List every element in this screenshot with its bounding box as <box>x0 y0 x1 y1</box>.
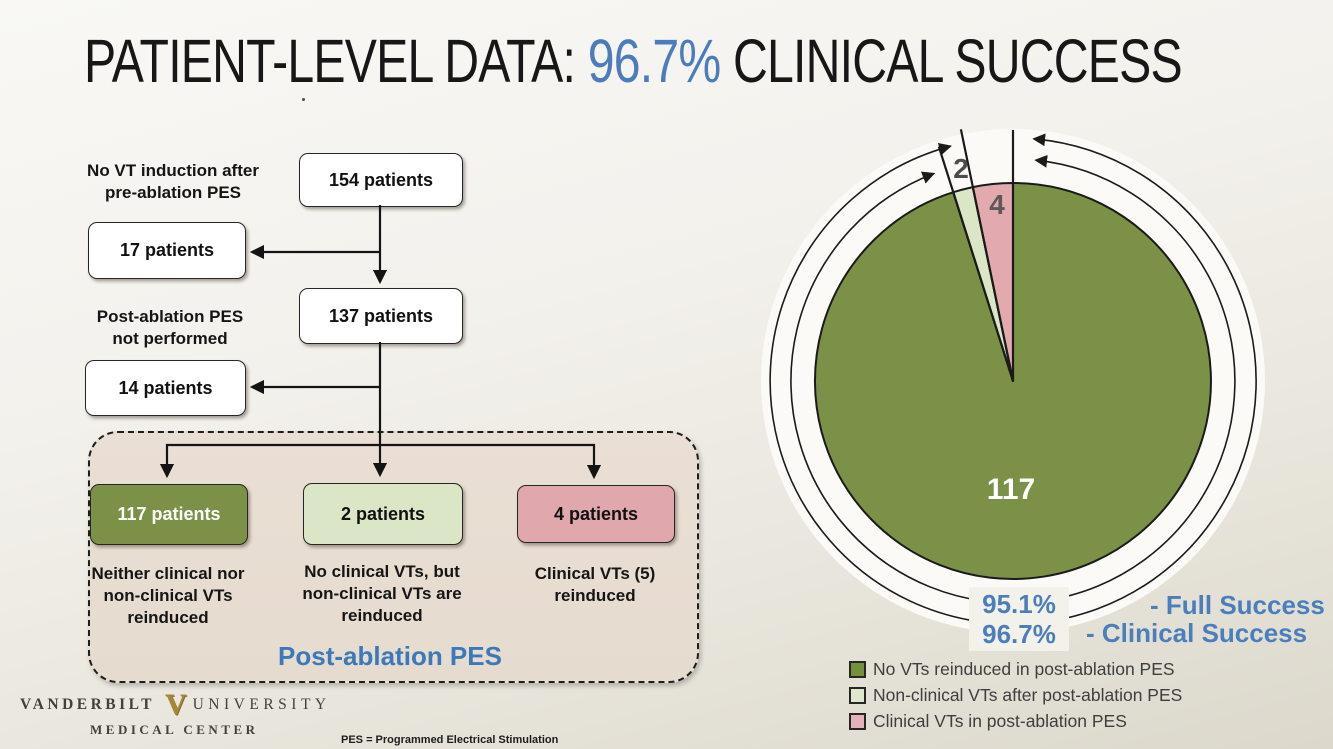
desc-line: Neither clinical nor <box>91 564 245 583</box>
logo-word-university: UNIVERSITY <box>192 696 331 713</box>
arc-full-success-95 <box>790 155 1236 604</box>
legend-item-clinical-vts: Clinical VTs in post-ablation PES <box>849 711 1182 732</box>
full-success-pct: 95.1% <box>982 589 1056 619</box>
node-137-patients: 137 patients <box>299 288 463 344</box>
legend-item-nonclinical-vts: Non-clinical VTs after post-ablation PES <box>849 685 1182 706</box>
node-154-patients: 154 patients <box>299 153 463 207</box>
legend-swatch-lightgreen <box>849 687 866 704</box>
pie-wedges <box>814 181 1212 580</box>
pie-chart <box>761 129 1265 633</box>
title-highlight-percent: 96.7% <box>587 27 721 95</box>
legend-label: Non-clinical VTs after post-ablation PES <box>873 685 1183 705</box>
desc-line: reinduced <box>127 608 209 627</box>
clinical-success-label: - Clinical Success <box>1086 618 1308 648</box>
success-percentages: 95.1% 96.7% <box>969 587 1069 651</box>
node-2-patients: 2 patients <box>303 483 463 545</box>
desc-line: No clinical VTs, but <box>304 562 460 581</box>
stray-dot <box>302 98 305 101</box>
label-postablation-not-performed: Post-ablation PES not performed <box>80 306 260 350</box>
pie-slice-0 <box>814 182 1212 580</box>
clinical-success-pct: 96.7% <box>982 619 1056 649</box>
desc-line: non-clinical VTs are <box>302 584 462 603</box>
desc-line: reinduced <box>341 606 423 625</box>
legend-swatch-pink <box>849 713 866 730</box>
title-suffix: CLINICAL SUCCESS <box>720 27 1183 95</box>
page-title: PATIENT-LEVEL DATA: 96.7% CLINICAL SUCCE… <box>84 26 1183 96</box>
legend-label: No VTs reinduced in post-ablation PES <box>873 659 1175 679</box>
full-success-label: - Full Success <box>1150 590 1325 620</box>
pie-legend: No VTs reinduced in post-ablation PES No… <box>849 659 1182 737</box>
legend-item-no-vts: No VTs reinduced in post-ablation PES <box>849 659 1182 680</box>
desc-line: reinduced <box>554 586 636 605</box>
pes-footnote: PES = Programmed Electrical Stimulation <box>341 734 559 746</box>
node-4-patients: 4 patients <box>517 485 675 543</box>
desc-line: non-clinical VTs <box>103 586 233 605</box>
legend-label: Clinical VTs in post-ablation PES <box>873 711 1127 731</box>
label-line: Post-ablation PES <box>96 307 244 326</box>
callout-novt-count: 117 <box>986 473 1036 506</box>
label-line: pre-ablation PES <box>104 183 242 202</box>
title-prefix: PATIENT-LEVEL DATA: <box>84 27 588 95</box>
label-no-vt-induction: No VT induction after pre-ablation PES <box>84 160 262 204</box>
desc-line: Clinical VTs (5) <box>534 564 656 583</box>
node-14-patients: 14 patients <box>85 360 246 416</box>
vanderbilt-v-icon: V <box>164 688 187 721</box>
callout-clinical-count: 4 <box>989 189 1005 220</box>
logo-word-vanderbilt: VANDERBILT <box>20 696 155 713</box>
legend-swatch-green <box>849 661 866 678</box>
desc-nonclinical-reinduced: No clinical VTs, but non-clinical VTs ar… <box>287 561 477 627</box>
desc-clinical-reinduced: Clinical VTs (5) reinduced <box>502 563 688 607</box>
node-17-patients: 17 patients <box>88 222 246 279</box>
postablation-label: Post-ablation PES <box>278 641 502 671</box>
desc-neither-reinduced: Neither clinical nor non-clinical VTs re… <box>75 563 261 629</box>
node-117-patients: 117 patients <box>90 484 248 545</box>
label-line: not performed <box>112 329 228 348</box>
label-line: No VT induction after <box>87 161 259 180</box>
logo-word-medical-center: MEDICAL CENTER <box>90 722 259 737</box>
vanderbilt-logo: VANDERBILT V UNIVERSITY MEDICAL CENTER <box>20 688 331 738</box>
callout-nonclinical-count: 2 <box>953 153 969 184</box>
